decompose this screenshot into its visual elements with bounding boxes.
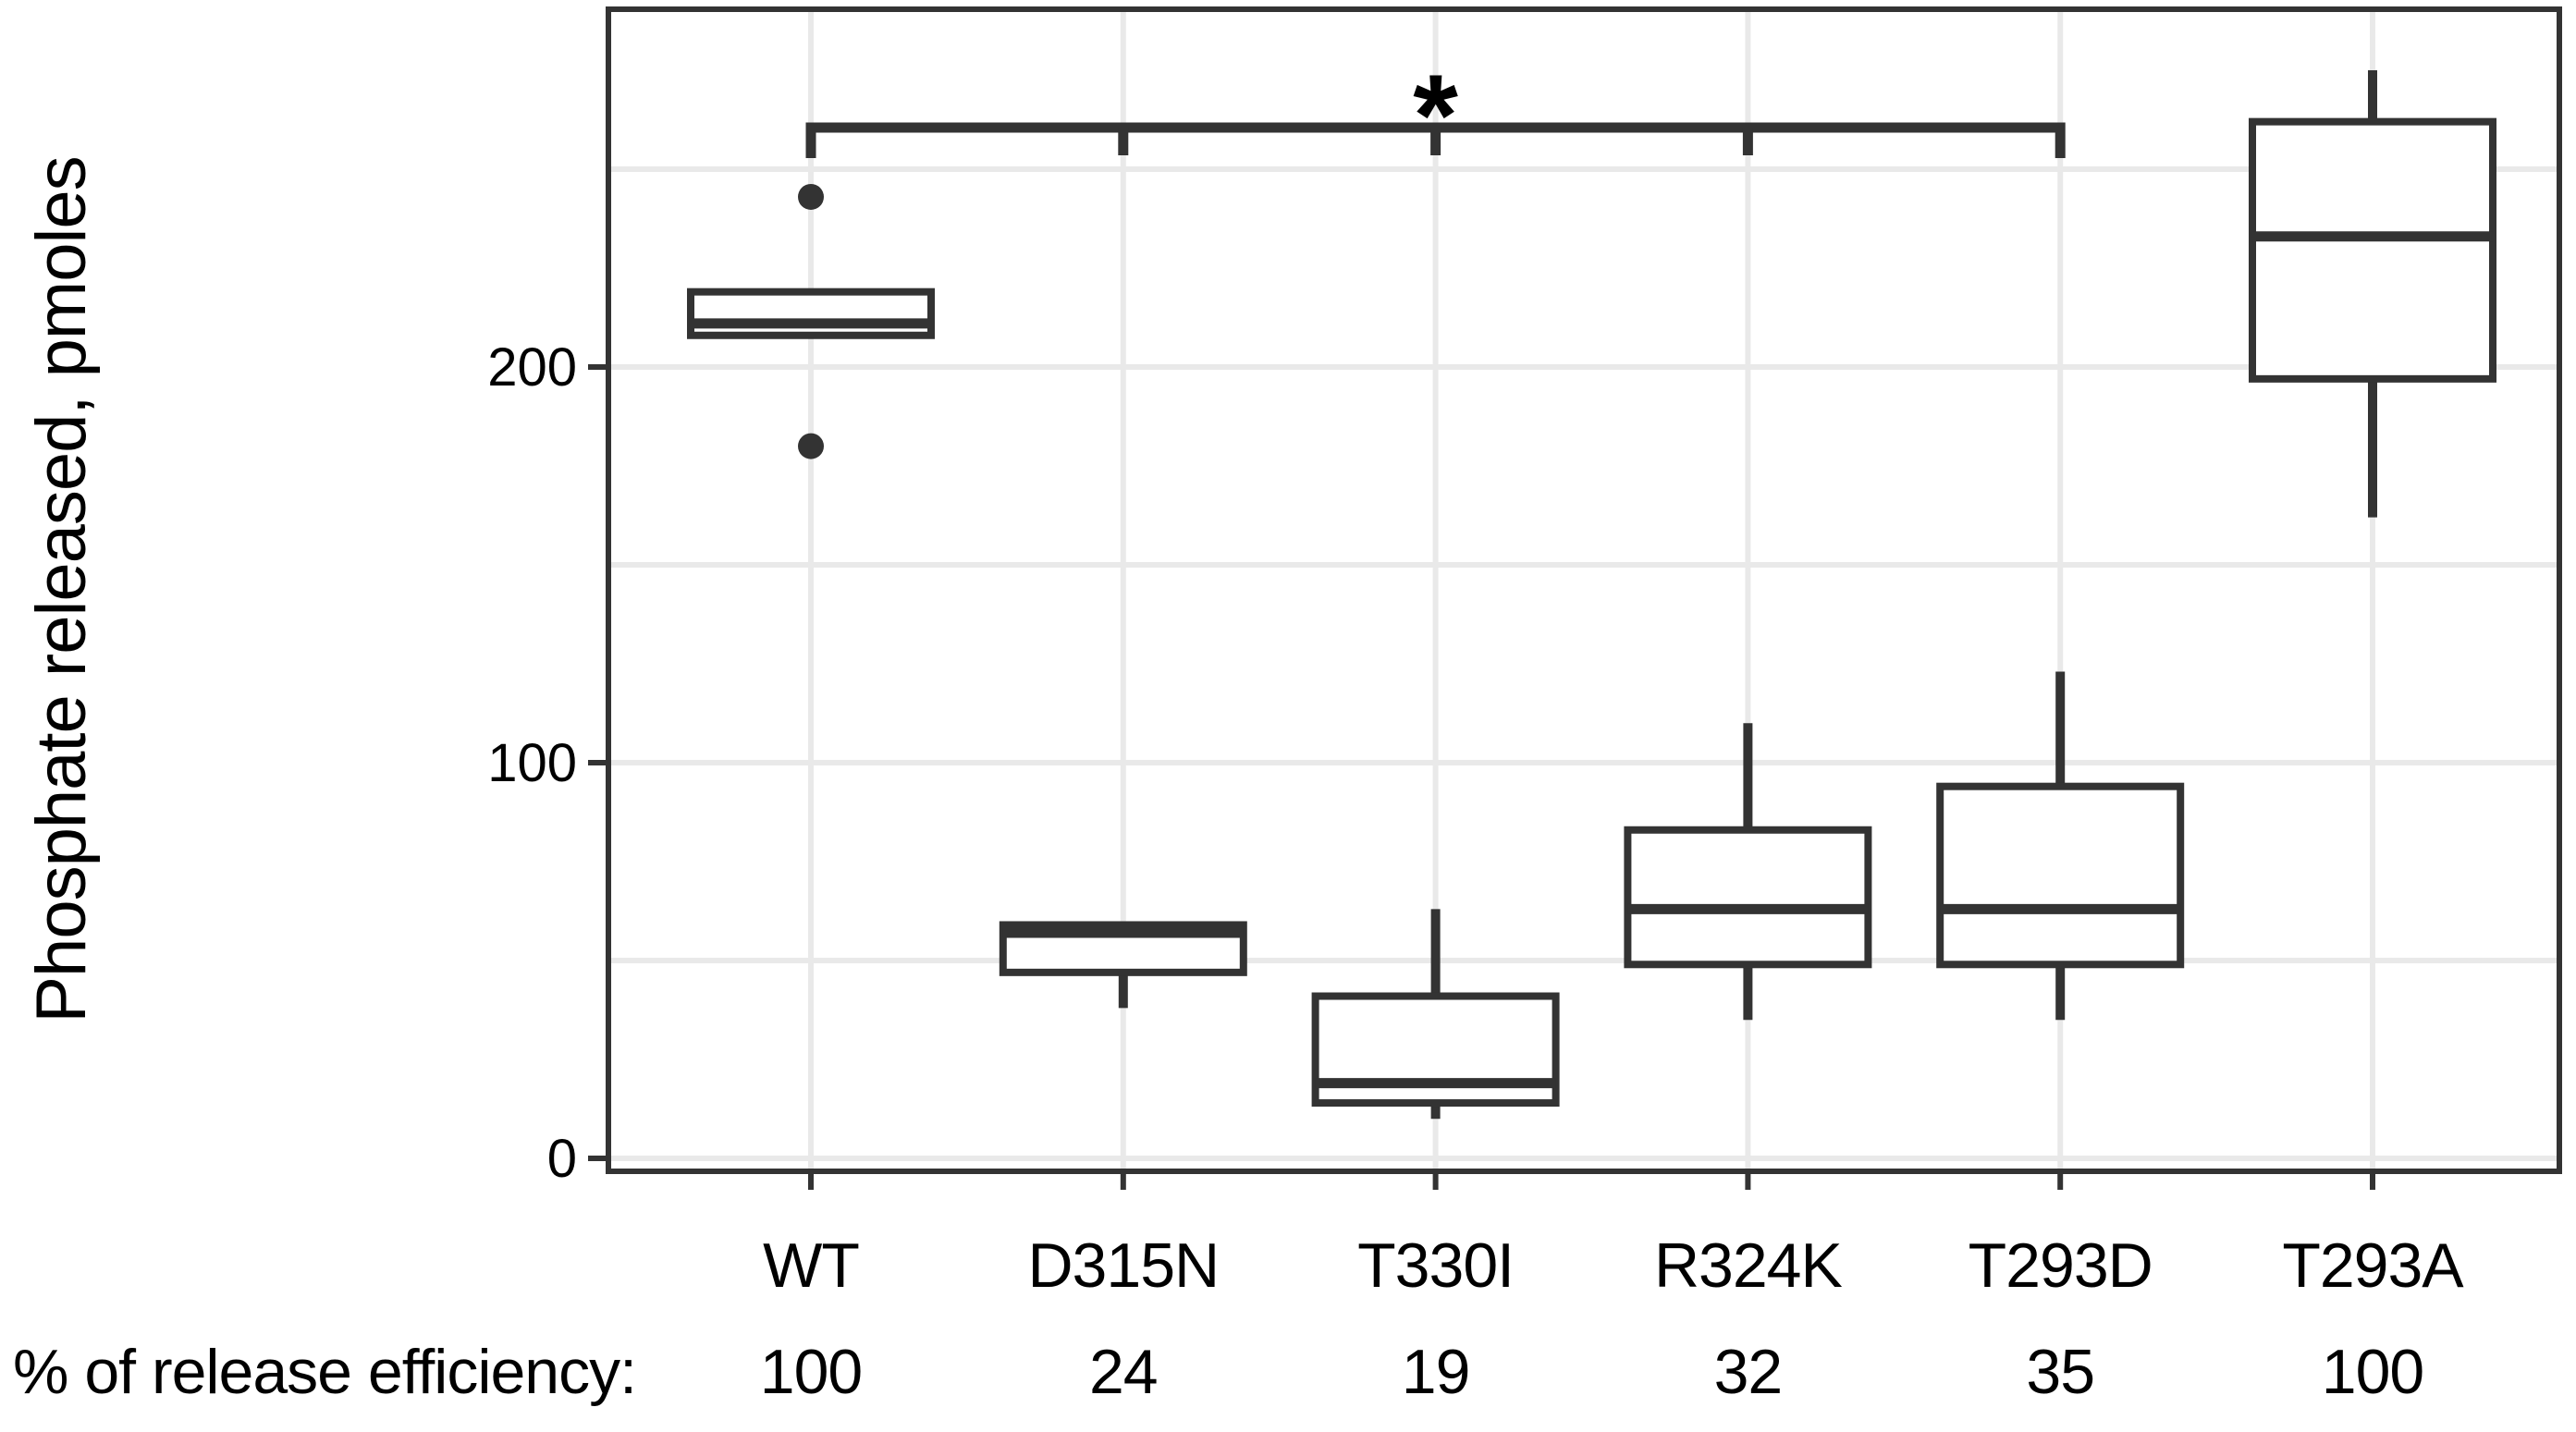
- efficiency-WT: 100: [760, 1337, 862, 1407]
- outlier-WT-1: [798, 433, 824, 459]
- efficiency-R324K: 32: [1714, 1337, 1783, 1407]
- x-label-T293D: T293D: [1969, 1230, 2153, 1301]
- significance-asterisk: *: [1413, 52, 1458, 180]
- outlier-WT-0: [798, 183, 824, 210]
- box-WT: [687, 288, 935, 339]
- efficiency-D315N: 24: [1089, 1337, 1158, 1407]
- significance-layer: *: [805, 52, 2066, 180]
- box-layer: [687, 70, 2496, 1120]
- y-tick-label-200: 200: [487, 337, 577, 398]
- panel-border: [606, 6, 2562, 1174]
- y-tick-label-100: 100: [487, 733, 577, 793]
- efficiency-T293A: 100: [2322, 1337, 2423, 1407]
- x-label-T293A: T293A: [2282, 1230, 2464, 1301]
- release-efficiency-caption: % of release efficiency:: [13, 1337, 636, 1407]
- y-axis-title: Phosphate released, pmoles: [22, 156, 101, 1022]
- label-layer: Phosphate released, pmoles % of release …: [13, 156, 637, 1407]
- x-label-WT: WT: [763, 1230, 859, 1301]
- box-T293D: [1936, 782, 2185, 969]
- x-label-R324K: R324K: [1654, 1230, 1843, 1301]
- box-R324K: [1624, 826, 1872, 969]
- efficiency-T330I: 19: [1402, 1337, 1470, 1407]
- y-tick-label-0: 0: [547, 1129, 577, 1189]
- efficiency-T293D: 35: [2026, 1337, 2094, 1407]
- x-label-D315N: D315N: [1027, 1230, 1219, 1301]
- axis-layer: 0 100 200 WT 100 D315N 24 T330I 19 R324K 32 T293D 35…: [487, 6, 2562, 1407]
- box-T293A: [2249, 117, 2496, 383]
- x-label-T330I: T330I: [1357, 1230, 1514, 1301]
